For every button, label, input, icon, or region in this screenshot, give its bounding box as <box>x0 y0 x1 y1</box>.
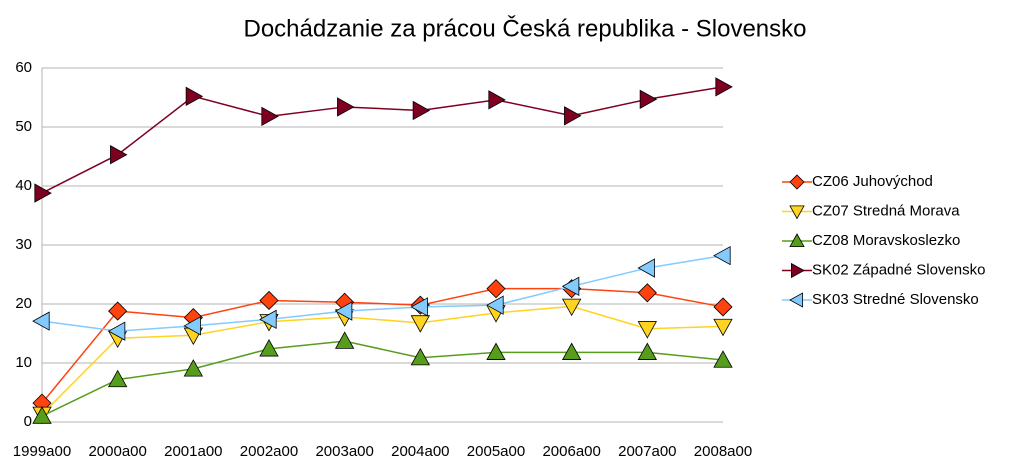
marker <box>183 359 204 377</box>
marker <box>107 369 128 388</box>
series-line <box>41 86 724 194</box>
marker <box>561 298 582 317</box>
marker <box>334 301 353 321</box>
series-line <box>41 254 724 332</box>
marker <box>410 315 431 333</box>
y-tick-label: 30 <box>15 236 32 253</box>
marker <box>713 297 733 317</box>
marker <box>259 290 279 311</box>
marker <box>486 279 506 299</box>
legend-marker <box>789 174 805 190</box>
x-tick-label: 2008a00 <box>694 443 752 460</box>
marker <box>34 183 52 203</box>
x-tick-label: 2002a00 <box>240 443 298 460</box>
y-tick-label: 50 <box>15 118 32 135</box>
legend-label: SK02 Západné Slovensko <box>812 261 985 278</box>
marker <box>561 342 582 360</box>
x-tick-label: 2006a00 <box>542 443 600 460</box>
x-tick-label: 2001a00 <box>164 443 222 460</box>
legend-label: CZ06 Juhovýchod <box>812 173 933 190</box>
marker <box>410 297 428 317</box>
x-tick-label: 2003a00 <box>315 443 373 460</box>
marker <box>107 321 126 341</box>
marker <box>410 347 431 366</box>
marker <box>561 276 580 296</box>
x-tick-label: 1999a00 <box>13 443 71 460</box>
y-tick-label: 40 <box>15 177 32 194</box>
series-line <box>41 287 724 404</box>
marker <box>564 106 582 126</box>
marker <box>488 90 506 110</box>
marker <box>713 245 731 266</box>
marker <box>185 86 204 106</box>
marker <box>486 295 504 315</box>
marker <box>32 406 52 424</box>
legend-label: SK03 Stredné Slovensko <box>812 291 979 308</box>
chart-title: Dochádzanie za prácou Česká republika - … <box>244 14 807 42</box>
x-tick-label: 2005a00 <box>467 443 525 460</box>
x-tick-label: 2000a00 <box>88 443 146 460</box>
legend-label: CZ08 Moravskoslezko <box>812 232 960 249</box>
marker <box>639 89 658 109</box>
marker <box>259 309 277 330</box>
x-tick-label: 2007a00 <box>618 443 676 460</box>
y-tick-label: 10 <box>15 354 32 371</box>
marker <box>637 283 657 303</box>
marker <box>32 311 50 331</box>
y-tick-label: 0 <box>24 413 32 430</box>
marker <box>108 301 128 321</box>
marker <box>412 100 431 121</box>
legend-marker <box>791 262 805 279</box>
marker <box>334 331 355 349</box>
legend-label: CZ07 Stredná Morava <box>812 202 960 219</box>
series-line <box>41 340 724 417</box>
legend-marker <box>789 205 805 220</box>
marker <box>259 339 279 357</box>
y-tick-label: 20 <box>15 295 32 312</box>
marker <box>261 106 279 127</box>
legend-marker <box>789 233 805 248</box>
marker <box>110 145 128 165</box>
marker <box>637 258 655 278</box>
marker <box>337 97 355 117</box>
marker <box>637 342 658 360</box>
legend-marker <box>789 292 803 308</box>
y-tick-label: 60 <box>15 59 32 76</box>
marker <box>183 316 201 336</box>
marker <box>713 350 733 368</box>
x-tick-label: 2004a00 <box>391 443 449 460</box>
series-line <box>41 305 724 415</box>
marker <box>715 77 733 97</box>
marker <box>486 342 506 360</box>
marker <box>637 321 658 339</box>
marker <box>713 318 733 337</box>
